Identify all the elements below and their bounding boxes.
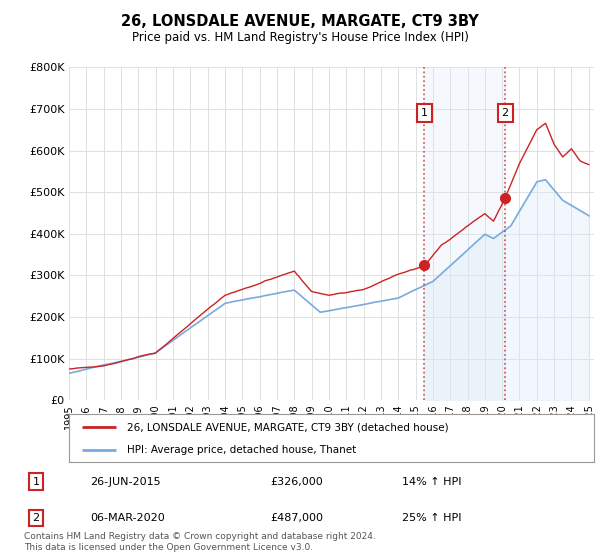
Text: 2: 2 bbox=[502, 108, 509, 118]
Text: 1: 1 bbox=[32, 477, 40, 487]
Text: 06-MAR-2020: 06-MAR-2020 bbox=[90, 513, 165, 523]
Text: 26, LONSDALE AVENUE, MARGATE, CT9 3BY (detached house): 26, LONSDALE AVENUE, MARGATE, CT9 3BY (d… bbox=[127, 422, 448, 432]
Text: £326,000: £326,000 bbox=[270, 477, 323, 487]
Text: 14% ↑ HPI: 14% ↑ HPI bbox=[402, 477, 461, 487]
Text: 2: 2 bbox=[32, 513, 40, 523]
Bar bbox=[424, 67, 505, 400]
Text: £487,000: £487,000 bbox=[270, 513, 323, 523]
Text: 26-JUN-2015: 26-JUN-2015 bbox=[90, 477, 161, 487]
Text: 26, LONSDALE AVENUE, MARGATE, CT9 3BY: 26, LONSDALE AVENUE, MARGATE, CT9 3BY bbox=[121, 14, 479, 29]
Text: HPI: Average price, detached house, Thanet: HPI: Average price, detached house, Than… bbox=[127, 445, 356, 455]
Text: Price paid vs. HM Land Registry's House Price Index (HPI): Price paid vs. HM Land Registry's House … bbox=[131, 31, 469, 44]
Text: 1: 1 bbox=[421, 108, 428, 118]
Text: Contains HM Land Registry data © Crown copyright and database right 2024.
This d: Contains HM Land Registry data © Crown c… bbox=[24, 532, 376, 552]
Text: 25% ↑ HPI: 25% ↑ HPI bbox=[402, 513, 461, 523]
